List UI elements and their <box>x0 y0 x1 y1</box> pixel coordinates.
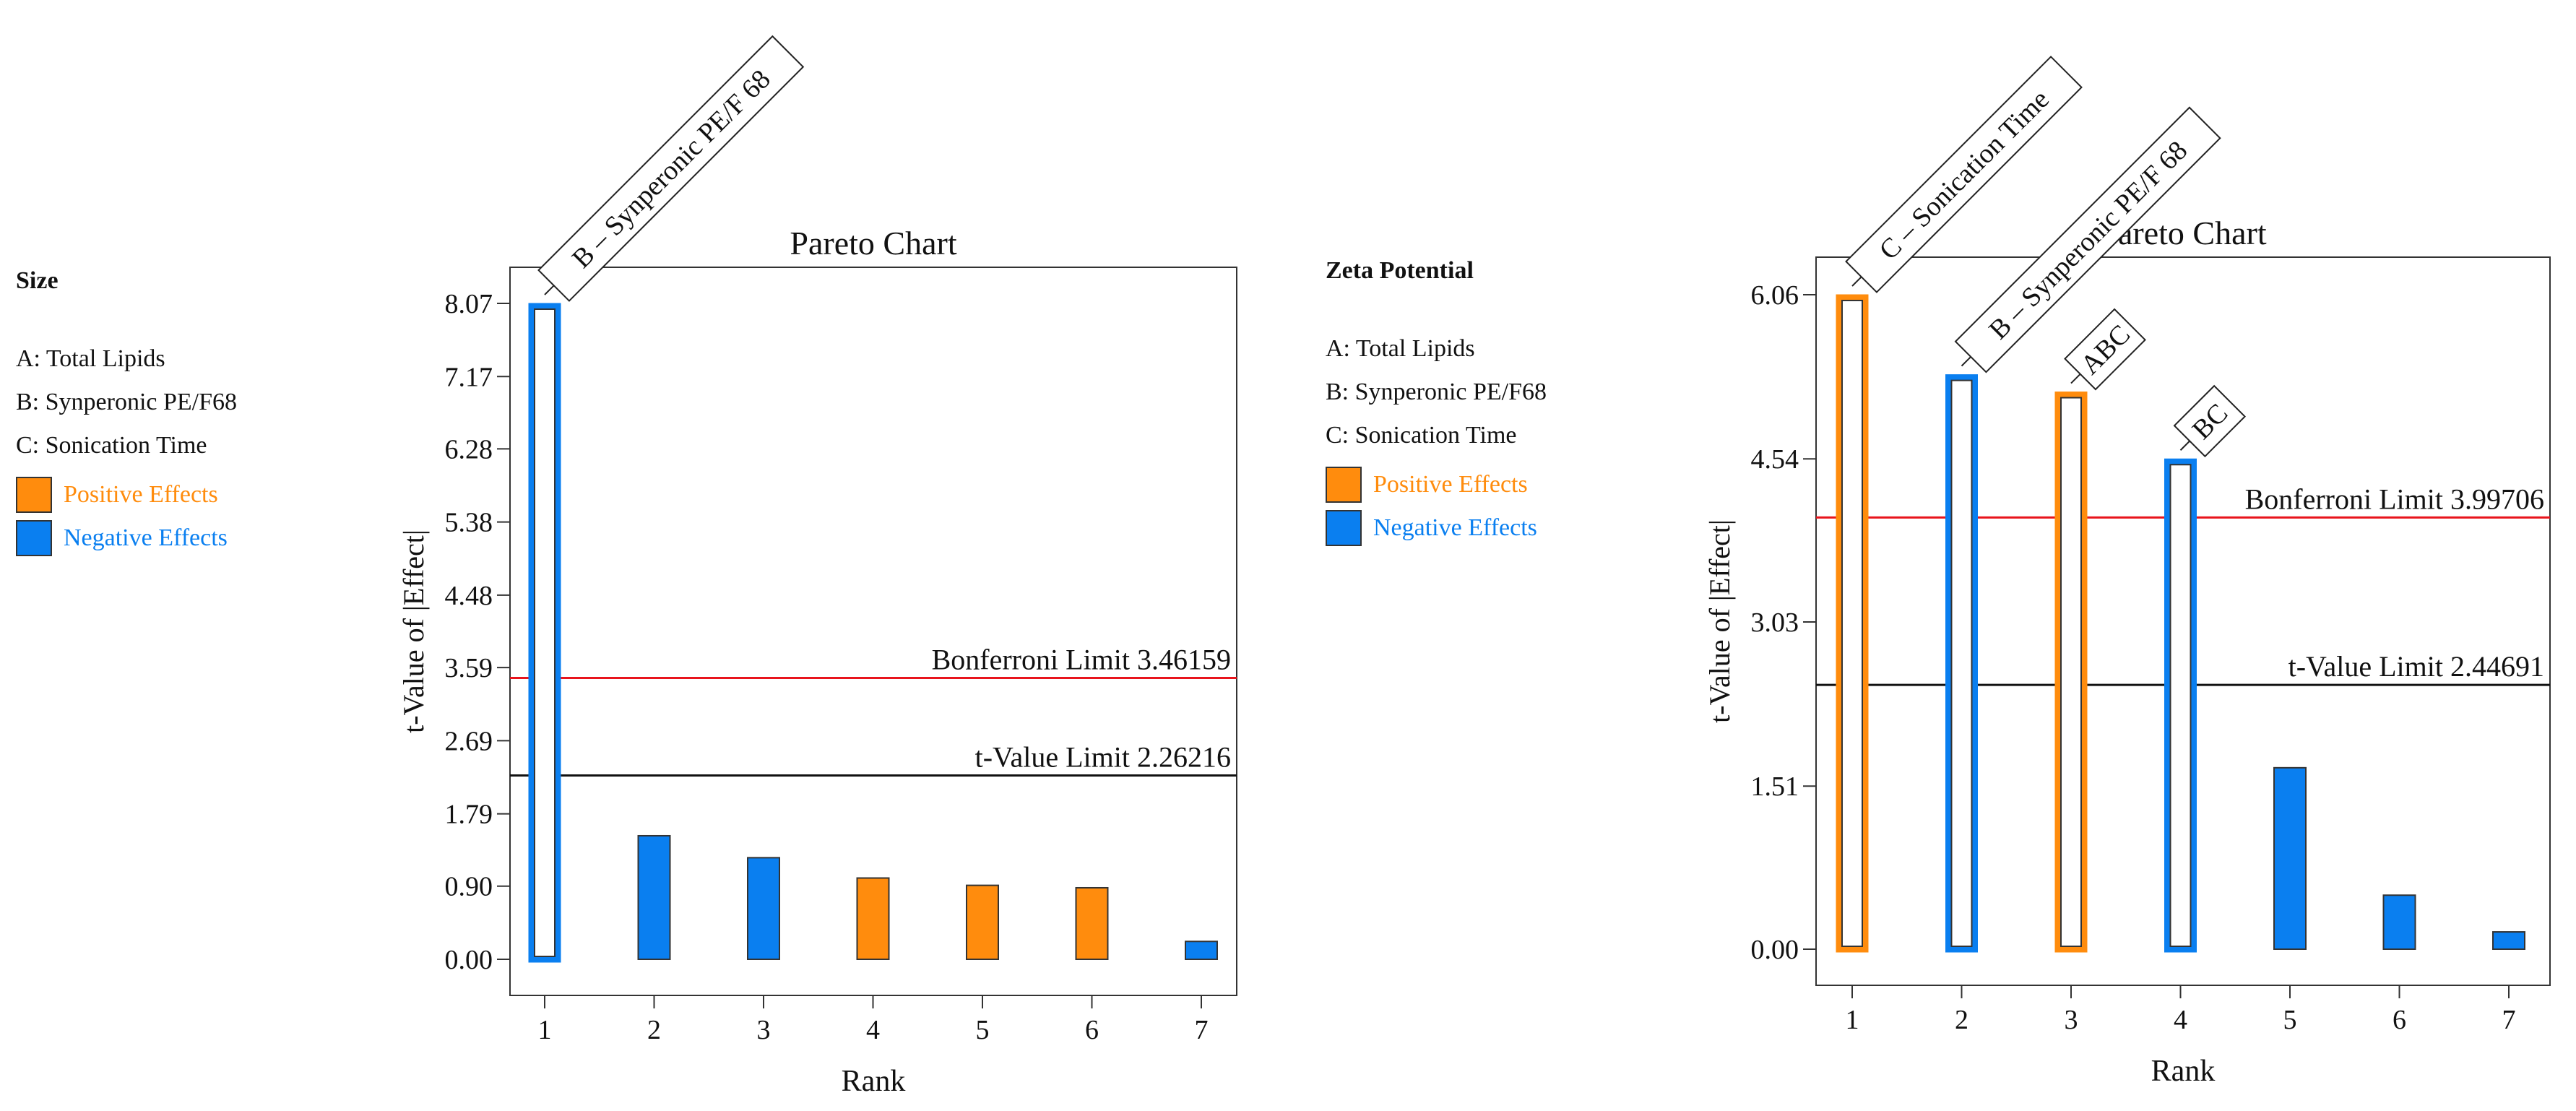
y-tick-label: 5.38 <box>445 508 493 538</box>
bar <box>2492 931 2525 951</box>
bar <box>2273 766 2307 950</box>
bar <box>966 884 999 961</box>
bar-inner <box>2169 464 2192 947</box>
factor-a: A: Total Lipids <box>1326 335 1475 362</box>
x-tick-label: 7 <box>2502 1005 2516 1035</box>
x-tick-label: 4 <box>866 1015 880 1045</box>
y-tick-label: 4.48 <box>445 581 493 611</box>
positive-swatch <box>16 477 52 513</box>
bar-inner <box>1841 300 1863 947</box>
legend-title: Size <box>16 267 59 294</box>
bonferroni-label: Bonferroni Limit 3.99706 <box>2245 483 2544 515</box>
bonferroni-label: Bonferroni Limit 3.46159 <box>932 644 1231 676</box>
negative-swatch <box>1326 510 1362 546</box>
bar-inner <box>2060 397 2082 947</box>
y-tick-label: 0.90 <box>445 872 493 902</box>
effect-callout: ABC <box>2064 308 2146 391</box>
legend-title: Zeta Potential <box>1326 257 1474 284</box>
callout-leader <box>1961 356 1971 367</box>
x-tick-label: 5 <box>2283 1005 2297 1035</box>
x-tick-label: 2 <box>1955 1005 1968 1035</box>
callout-leader <box>1851 276 1862 287</box>
positive-swatch <box>1326 467 1362 503</box>
y-tick-label: 0.00 <box>1751 935 1799 965</box>
x-tick-label: 6 <box>1085 1015 1099 1045</box>
bar <box>1185 941 1218 960</box>
x-axis-label: Rank <box>2151 1055 2216 1088</box>
x-tick-label: 3 <box>2065 1005 2078 1035</box>
positive-effects-label: Positive Effects <box>64 481 218 508</box>
y-axis-label: t-Value of |Effect| <box>1703 519 1736 723</box>
x-tick-label: 1 <box>1846 1005 1859 1035</box>
callout-text: B – Synperonic PE/F 68 <box>566 64 777 274</box>
tlimit-label: t-Value Limit 2.44691 <box>2288 650 2544 683</box>
y-tick-label: 0.00 <box>445 945 493 975</box>
factor-a: A: Total Lipids <box>16 345 165 372</box>
callout-leader <box>2179 440 2190 451</box>
y-tick-label: 7.17 <box>445 362 493 392</box>
y-tick-label: 1.51 <box>1751 771 1799 802</box>
x-tick-label: 1 <box>538 1015 552 1045</box>
y-axis-label: t-Value of |Effect| <box>397 529 430 733</box>
x-tick-label: 4 <box>2174 1005 2187 1035</box>
callout-leader <box>544 285 555 295</box>
bar <box>1075 886 1109 960</box>
y-tick-label: 3.03 <box>1751 608 1799 638</box>
x-tick-label: 5 <box>976 1015 990 1045</box>
callout-text: C – Sonication Time <box>1873 84 2054 265</box>
callout-box <box>2173 384 2247 458</box>
bar-inner <box>1950 379 1973 947</box>
zeta-legend: Zeta Potential A: Total Lipids B: Synper… <box>1326 259 1547 546</box>
negative-swatch <box>16 520 52 556</box>
factor-b: B: Synperonic PE/F68 <box>1326 379 1547 405</box>
positive-effects-key: Positive Effects <box>1326 467 1547 503</box>
tlimit-label: t-Value Limit 2.26216 <box>975 740 1231 773</box>
y-tick-label: 1.79 <box>445 800 493 830</box>
factor-b: B: Synperonic PE/F68 <box>16 389 238 415</box>
y-tick-label: 4.54 <box>1751 444 1799 475</box>
y-tick-label: 2.69 <box>445 726 493 756</box>
positive-effects-key: Positive Effects <box>16 477 237 513</box>
bar <box>747 857 780 960</box>
negative-effects-label: Negative Effects <box>64 524 228 551</box>
y-tick-label: 3.59 <box>445 653 493 683</box>
callout-box <box>2064 308 2146 391</box>
x-tick-label: 3 <box>757 1015 771 1045</box>
bar <box>856 877 890 960</box>
x-axis-label: Rank <box>842 1065 906 1098</box>
callout-box <box>1954 106 2221 373</box>
bar <box>2382 894 2416 951</box>
y-tick-label: 8.07 <box>445 289 493 319</box>
size-legend: Size A: Total Lipids B: Synperonic PE/F6… <box>16 269 237 556</box>
negative-effects-label: Negative Effects <box>1373 514 1537 541</box>
negative-effects-key: Negative Effects <box>1326 510 1547 546</box>
y-tick-label: 6.28 <box>445 434 493 464</box>
callout-box <box>1845 56 2083 293</box>
effect-callout: BC <box>2173 384 2247 458</box>
x-tick-label: 6 <box>2393 1005 2406 1035</box>
chart-title: Pareto Chart <box>790 225 956 261</box>
x-tick-label: 7 <box>1195 1015 1209 1045</box>
factor-c: C: Sonication Time <box>1326 422 1517 449</box>
callout-leader <box>2070 373 2081 384</box>
factor-c: C: Sonication Time <box>16 432 207 459</box>
bar-inner <box>534 308 556 957</box>
x-tick-label: 2 <box>647 1015 661 1045</box>
bar <box>637 834 671 960</box>
effect-callout: B – Synperonic PE/F 68 <box>537 35 805 302</box>
positive-effects-label: Positive Effects <box>1373 471 1528 498</box>
y-tick-label: 6.06 <box>1751 280 1799 311</box>
negative-effects-key: Negative Effects <box>16 520 237 556</box>
